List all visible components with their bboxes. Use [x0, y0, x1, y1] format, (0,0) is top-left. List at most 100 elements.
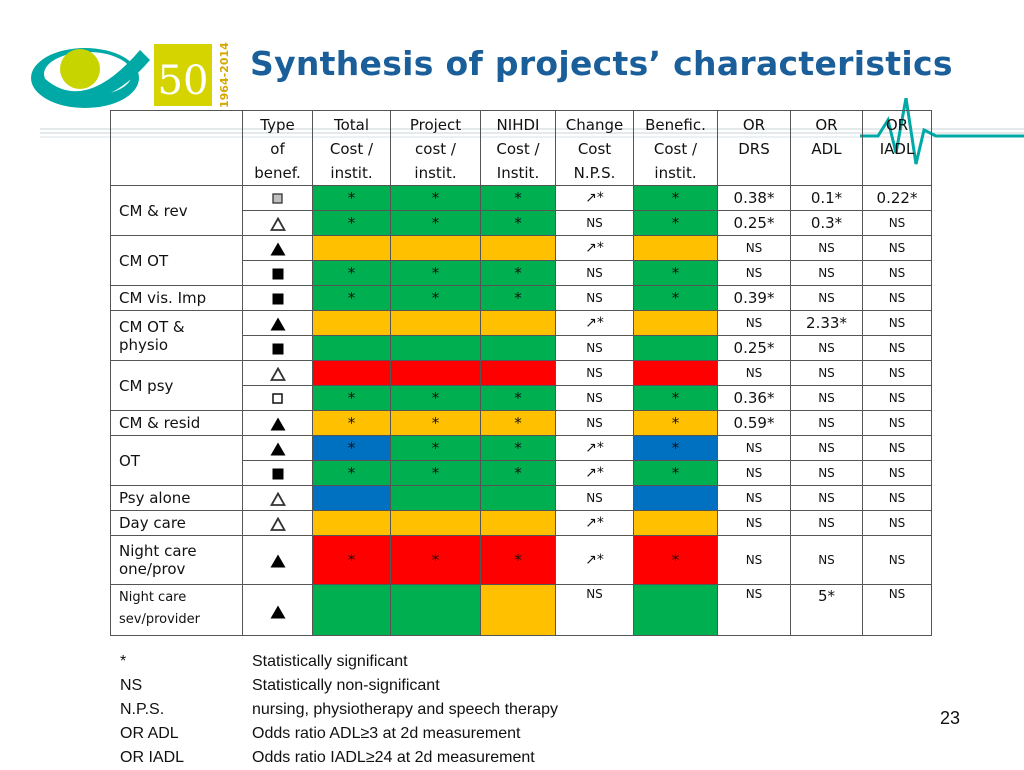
triangle-outline-icon — [269, 216, 286, 231]
cell-nihdi: * — [480, 285, 556, 311]
cell-or-iadl: NS — [862, 385, 932, 411]
header-line: Cost / — [329, 140, 374, 158]
synthesis-table: Type of benef. Total Cost / instit. Project cos… — [110, 110, 932, 636]
cell-project: * — [390, 385, 481, 411]
square-outline-icon — [272, 393, 283, 404]
benef-type-cell — [242, 335, 313, 361]
header-cell: OR DRS — [717, 110, 791, 186]
cell-project: * — [390, 260, 481, 286]
cell-or-iadl: NS — [862, 335, 932, 361]
cell-or-iadl: NS — [862, 510, 932, 536]
legend-text: Odds ratio IADL≥24 at 2d measurement — [252, 749, 535, 766]
header-line: OR — [815, 116, 838, 134]
cell-total: * — [312, 460, 391, 486]
cell-total: * — [312, 210, 391, 236]
cell-nihdi: * — [480, 385, 556, 411]
triangle-filled-icon — [270, 242, 286, 256]
square-filled-icon — [272, 268, 284, 280]
row-group-label-text: Day care — [119, 514, 186, 532]
header-line: benef. — [254, 164, 301, 182]
header-row: Type of benef. Total Cost / instit. Project cos… — [110, 110, 932, 186]
header-line: Instit. — [496, 164, 540, 182]
header-line: Benefic. — [645, 116, 706, 134]
cell-benefic: * — [633, 410, 718, 436]
header-line: instit. — [330, 164, 373, 182]
cell-benefic — [633, 584, 718, 636]
row-group-label: CM OT & physio — [110, 310, 243, 361]
cell-or-drs: 0.25* — [717, 210, 791, 236]
row-group-label: Night care one/prov — [110, 535, 243, 585]
cell-or-drs: NS — [717, 485, 791, 511]
cell-or-adl: NS — [790, 360, 863, 386]
benef-type-cell — [242, 410, 313, 436]
cell-or-drs: 0.25* — [717, 335, 791, 361]
header-cell: Project cost / instit. — [390, 110, 481, 186]
cell-or-iadl: NS — [862, 410, 932, 436]
cell-change: ↗* — [555, 185, 634, 211]
cell-or-adl: NS — [790, 385, 863, 411]
cell-or-drs: NS — [717, 510, 791, 536]
row-group-label-text: CM & resid — [119, 414, 201, 432]
table-row: OT * * * ↗* * NS NS NS — [110, 435, 932, 486]
row-group-label: OT — [110, 435, 243, 486]
jubilee-number: 50 — [158, 58, 209, 104]
cell-project — [390, 335, 481, 361]
cell-total: * — [312, 535, 391, 585]
cell-or-adl: NS — [790, 510, 863, 536]
table-row: CM OT ↗* NS NS NS — [110, 235, 932, 286]
cell-benefic: * — [633, 285, 718, 311]
cell-or-drs: 0.59* — [717, 410, 791, 436]
legend-row: OR ADL Odds ratio ADL≥3 at 2d measurement — [120, 722, 558, 746]
page-number: 23 — [940, 708, 961, 728]
cell-or-drs: NS — [717, 460, 791, 486]
cell-or-adl: NS — [790, 235, 863, 261]
cell-nihdi: * — [480, 535, 556, 585]
cell-project: * — [390, 210, 481, 236]
cell-nihdi — [480, 485, 556, 511]
cell-nihdi — [480, 310, 556, 336]
cell-or-iadl: NS — [862, 485, 932, 511]
cell-or-iadl: NS — [862, 235, 932, 261]
cell-nihdi — [480, 235, 556, 261]
row-group-label-line: physio — [119, 335, 169, 354]
header-cell: NIHDI Cost / Instit. — [480, 110, 556, 186]
cell-change: ↗* — [555, 510, 634, 536]
header-line: Cost — [577, 140, 612, 158]
cell-change: ↗* — [555, 310, 634, 336]
row-group-label: Psy alone — [110, 485, 243, 511]
cell-benefic: * — [633, 435, 718, 461]
cell-or-drs: NS — [717, 260, 791, 286]
cell-total — [312, 510, 391, 536]
table-row: CM & rev * * * ↗* * 0.38* 0.1* 0.22* — [110, 185, 932, 236]
cell-project — [390, 510, 481, 536]
cell-nihdi: * — [480, 260, 556, 286]
cell-benefic — [633, 360, 718, 386]
cell-change: NS — [555, 260, 634, 286]
legend-text: Statistically non-significant — [252, 677, 440, 694]
row-group-label: CM OT — [110, 235, 243, 286]
cell-benefic: * — [633, 535, 718, 585]
cell-or-adl: 5* — [790, 584, 863, 636]
cell-or-adl: 2.33* — [790, 310, 863, 336]
benef-type-cell — [242, 460, 313, 486]
legend-row: N.P.S. nursing, physiotherapy and speech … — [120, 698, 558, 722]
triangle-outline-icon — [269, 491, 286, 506]
table-row: Day care ↗* NS NS NS — [110, 510, 932, 536]
legend-text: Odds ratio ADL≥3 at 2d measurement — [252, 725, 521, 742]
cell-benefic — [633, 485, 718, 511]
cell-total — [312, 584, 391, 636]
legend-key: * — [120, 653, 127, 670]
cell-or-drs: NS — [717, 360, 791, 386]
table-row: * * * NS * 0.25* 0.3* NS — [111, 210, 932, 236]
row-group-label-text: CM & rev — [119, 201, 188, 220]
cell-total — [312, 310, 391, 336]
header-line: Cost / — [653, 140, 698, 158]
cell-total: * — [312, 385, 391, 411]
header-line: OR — [742, 116, 766, 134]
cell-or-adl: NS — [790, 410, 863, 436]
cell-total: * — [312, 410, 391, 436]
cell-change: NS — [555, 360, 634, 386]
header-line: OR — [885, 116, 909, 134]
benef-type-cell — [242, 310, 313, 336]
legend-key: OR ADL — [120, 725, 179, 742]
